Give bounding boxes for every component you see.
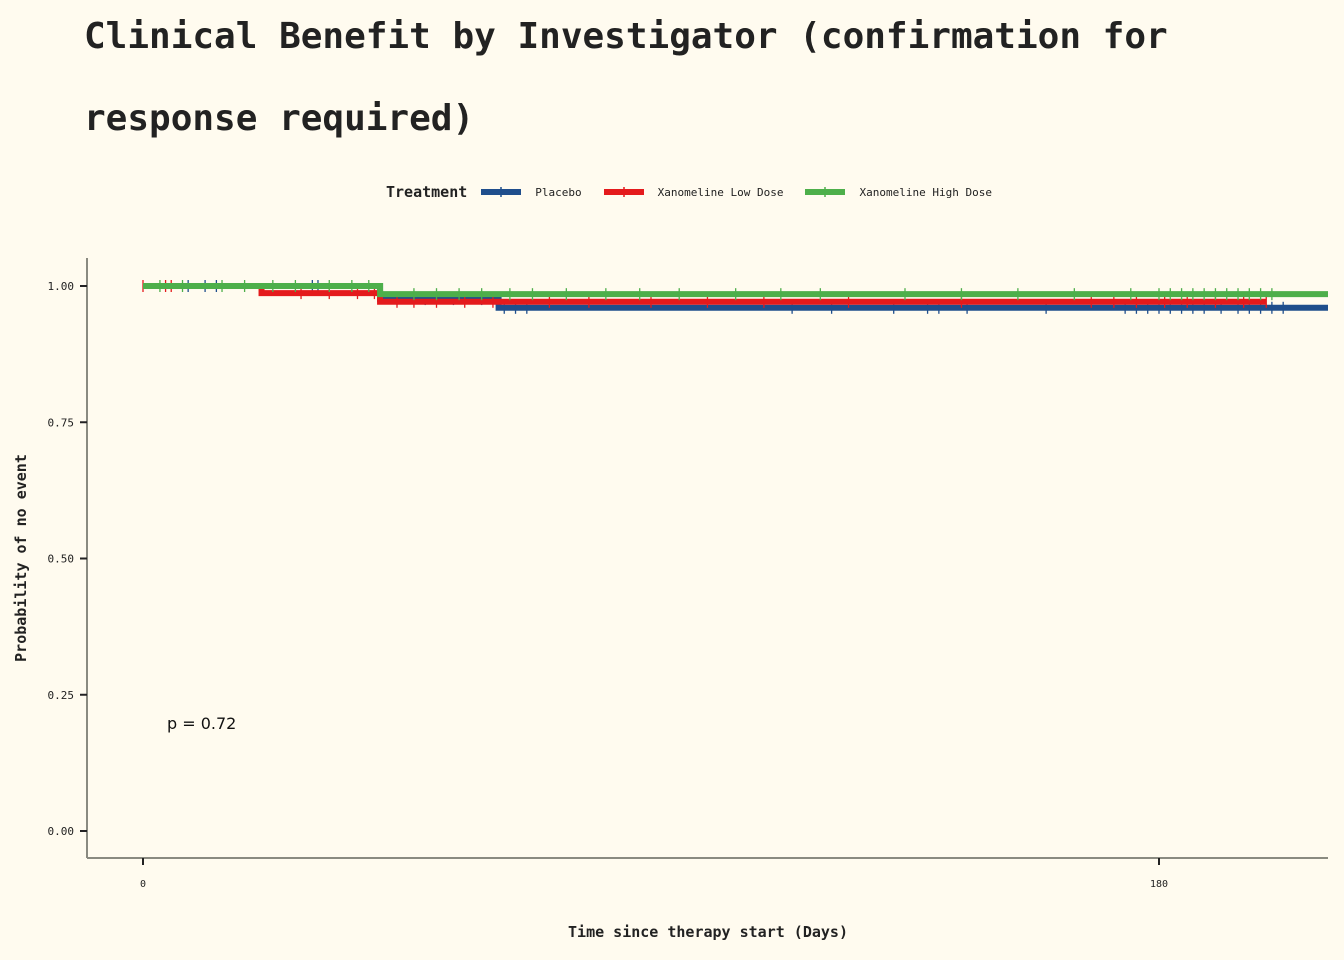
legend-title: Treatment (386, 183, 468, 201)
legend-key-high-dose (805, 187, 846, 197)
legend-key-low-dose (603, 187, 644, 197)
legend: Treatment Placebo Xanomeline Low Dose Xa… (386, 181, 1014, 203)
x-tick-label: 0 (140, 879, 146, 890)
y-tick-label: 1.00 (48, 280, 75, 293)
x-tick-label: 180 (1150, 879, 1168, 890)
legend-label-low-dose: Xanomeline Low Dose (657, 185, 784, 199)
y-tick-label: 0.50 (48, 553, 75, 566)
legend-label-high-dose: Xanomeline High Dose (859, 185, 992, 199)
legend-item-low-dose: Xanomeline Low Dose (603, 184, 784, 200)
x-ticks: 0 180 (140, 858, 1168, 890)
axes (86, 258, 1328, 859)
y-tick-label: 0.75 (48, 416, 75, 429)
legend-key-placebo (481, 187, 522, 197)
series-high-dose (143, 280, 1328, 301)
p-value-annotation: p = 0.72 (167, 714, 236, 733)
legend-label-placebo: Placebo (535, 185, 582, 199)
chart-title: Clinical Benefit by Investigator (confir… (84, 16, 1190, 139)
y-ticks: 0.00 0.25 0.50 0.75 1.00 (48, 280, 87, 838)
km-line-high-dose (143, 283, 1328, 298)
legend-item-high-dose: Xanomeline High Dose (805, 184, 992, 200)
y-axis-label: Probability of no event (12, 454, 30, 662)
y-tick-label: 0.00 (48, 825, 75, 838)
survival-curves (142, 280, 1328, 314)
y-tick-label: 0.25 (48, 689, 75, 702)
x-axis-label: Time since therapy start (Days) (568, 923, 848, 941)
legend-item-placebo: Placebo (481, 184, 582, 200)
